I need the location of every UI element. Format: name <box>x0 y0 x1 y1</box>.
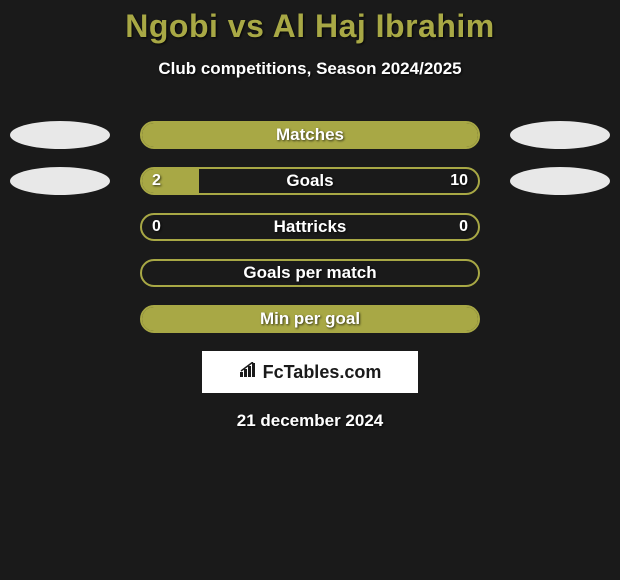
stat-label: Hattricks <box>142 215 478 239</box>
stat-bar: 0 Hattricks 0 <box>140 213 480 241</box>
stat-bar: Goals per match <box>140 259 480 287</box>
date-text: 21 december 2024 <box>0 411 620 431</box>
stat-label: Goals <box>142 169 478 193</box>
stat-row-goals: 2 Goals 10 <box>0 167 620 195</box>
stat-label: Goals per match <box>142 261 478 285</box>
stat-row-matches: Matches <box>0 121 620 149</box>
stat-row-goals-per-match: Goals per match <box>0 259 620 287</box>
logo-label: FcTables.com <box>263 362 382 383</box>
stats-rows: Matches 2 Goals 10 0 Hattricks 0 <box>0 121 620 333</box>
stat-bar: 2 Goals 10 <box>140 167 480 195</box>
page-subtitle: Club competitions, Season 2024/2025 <box>0 59 620 79</box>
stat-value-right: 10 <box>450 169 468 193</box>
stat-value-right: 0 <box>459 215 468 239</box>
infographic-container: Ngobi vs Al Haj Ibrahim Club competition… <box>0 0 620 431</box>
logo: FcTables.com <box>239 362 382 383</box>
stat-label: Min per goal <box>142 307 478 331</box>
right-pill <box>510 167 610 195</box>
logo-box: FcTables.com <box>202 351 418 393</box>
bar-chart-icon <box>239 362 259 383</box>
left-pill <box>10 167 110 195</box>
right-pill <box>510 121 610 149</box>
stat-label: Matches <box>142 123 478 147</box>
page-title: Ngobi vs Al Haj Ibrahim <box>0 8 620 45</box>
stat-bar: Min per goal <box>140 305 480 333</box>
stat-row-min-per-goal: Min per goal <box>0 305 620 333</box>
stat-row-hattricks: 0 Hattricks 0 <box>0 213 620 241</box>
left-pill <box>10 121 110 149</box>
stat-bar: Matches <box>140 121 480 149</box>
